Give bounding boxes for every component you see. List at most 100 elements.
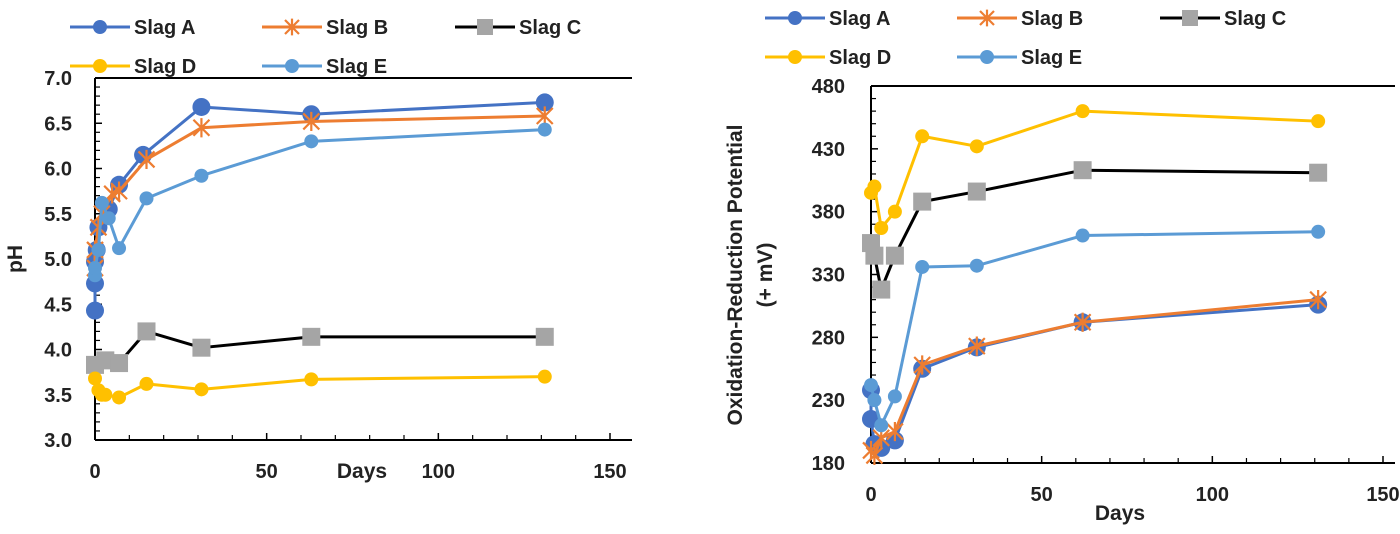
series-line — [869, 298, 1319, 457]
y-tick-label: 4.5 — [44, 294, 72, 316]
data-point — [969, 258, 984, 273]
data-point — [96, 351, 115, 370]
data-point — [137, 149, 156, 170]
data-point — [88, 371, 102, 386]
data-point — [1309, 163, 1328, 182]
series-slag-d — [864, 104, 1326, 236]
data-point — [1073, 312, 1092, 332]
data-point — [101, 211, 116, 226]
data-point — [535, 93, 554, 112]
series-line — [93, 128, 545, 276]
data-point — [1309, 290, 1327, 310]
y-tick-label: 380 — [812, 202, 845, 224]
y-tick-label: 3.0 — [44, 430, 72, 452]
data-point — [91, 242, 106, 257]
x-tick-label: 0 — [865, 484, 876, 506]
chart-1: 180 230 280 330 380 430 480 0 50 100 150 Days Oxidat… — [724, 8, 1400, 525]
series-slag-c — [862, 161, 1328, 299]
series-line — [869, 230, 1319, 427]
legend-marker — [788, 50, 802, 64]
y-tick-label: 480 — [812, 76, 845, 98]
data-point — [913, 192, 932, 211]
y-tick-label: 7.0 — [44, 68, 72, 90]
x-tick-label: 150 — [593, 461, 626, 483]
legend-marker — [93, 59, 107, 73]
data-point — [864, 378, 878, 393]
data-point — [304, 372, 319, 387]
legend-item: Slag B — [262, 17, 388, 39]
y-tick-label: 230 — [812, 390, 845, 412]
data-point — [194, 382, 209, 397]
data-point — [304, 134, 319, 149]
y-axis-label-unit: (+ mV) — [754, 243, 777, 308]
legend-marker — [788, 11, 802, 25]
data-point — [110, 354, 129, 373]
x-tick-label: 50 — [1031, 484, 1053, 506]
data-point — [867, 393, 882, 408]
legend-item: Slag C — [1160, 8, 1286, 30]
data-point — [137, 322, 156, 341]
data-point — [885, 246, 904, 265]
series-line — [93, 114, 545, 269]
x-axis-label: Days — [1095, 502, 1145, 525]
legend-item: Slag A — [765, 8, 891, 30]
y-tick-label: 3.5 — [44, 385, 72, 407]
legend-label: Slag E — [1021, 47, 1082, 69]
data-point — [967, 182, 986, 201]
data-point — [1075, 104, 1090, 119]
series-slag-a — [86, 93, 554, 320]
data-point — [139, 191, 154, 206]
data-point — [535, 327, 554, 346]
legend-marker — [979, 9, 995, 27]
data-point — [915, 129, 930, 144]
chart-0: 3.0 3.5 4.0 4.5 5.0 5.5 6.0 6.5 7.0 0 50 100 150 Days… — [4, 17, 632, 483]
legend-label: Slag C — [519, 17, 581, 39]
legend-label: Slag A — [829, 8, 891, 30]
legend-item: Slag E — [957, 47, 1082, 69]
data-point — [874, 418, 889, 433]
legend-marker — [285, 59, 299, 73]
data-point — [537, 369, 552, 384]
y-tick-label: 5.0 — [44, 249, 72, 271]
x-axis-label: Days — [337, 460, 387, 483]
data-point — [112, 241, 127, 256]
y-tick-label: 430 — [812, 139, 845, 161]
legend-item: Slag D — [765, 47, 891, 69]
data-point — [862, 440, 880, 461]
x-tick-label: 150 — [1366, 484, 1399, 506]
legend-label: Slag A — [134, 17, 196, 39]
series-slag-c — [86, 322, 554, 374]
y-tick-label: 5.5 — [44, 204, 72, 226]
data-point — [302, 327, 321, 346]
x-tick-label: 50 — [256, 461, 278, 483]
legend-marker — [284, 18, 300, 36]
legend-item: Slag B — [957, 8, 1083, 30]
y-tick-label: 280 — [812, 327, 845, 349]
legend-item: Slag C — [455, 17, 581, 39]
series-slag-e — [864, 224, 1326, 433]
y-tick-label: 6.0 — [44, 159, 72, 181]
legend-marker — [1182, 10, 1198, 26]
data-point — [887, 204, 902, 219]
data-point — [1311, 114, 1326, 129]
data-point — [1073, 161, 1092, 180]
legend-item: Slag D — [70, 56, 196, 78]
series-slag-e — [88, 122, 552, 283]
y-tick-label: 330 — [812, 265, 845, 287]
data-point — [535, 106, 554, 126]
y-axis-label: Oxidation-Reduction Potential — [724, 124, 747, 425]
data-point — [968, 336, 986, 356]
y-tick-label: 4.0 — [44, 340, 72, 362]
data-point — [886, 421, 904, 442]
data-point — [865, 246, 884, 265]
data-point — [969, 139, 984, 154]
data-point — [537, 122, 552, 137]
data-point — [867, 179, 882, 194]
data-point — [94, 195, 109, 210]
y-tick-label: 6.5 — [44, 113, 72, 135]
data-point — [86, 301, 104, 320]
data-point — [192, 97, 211, 116]
legend-marker — [980, 50, 994, 64]
legend-marker — [93, 20, 107, 34]
